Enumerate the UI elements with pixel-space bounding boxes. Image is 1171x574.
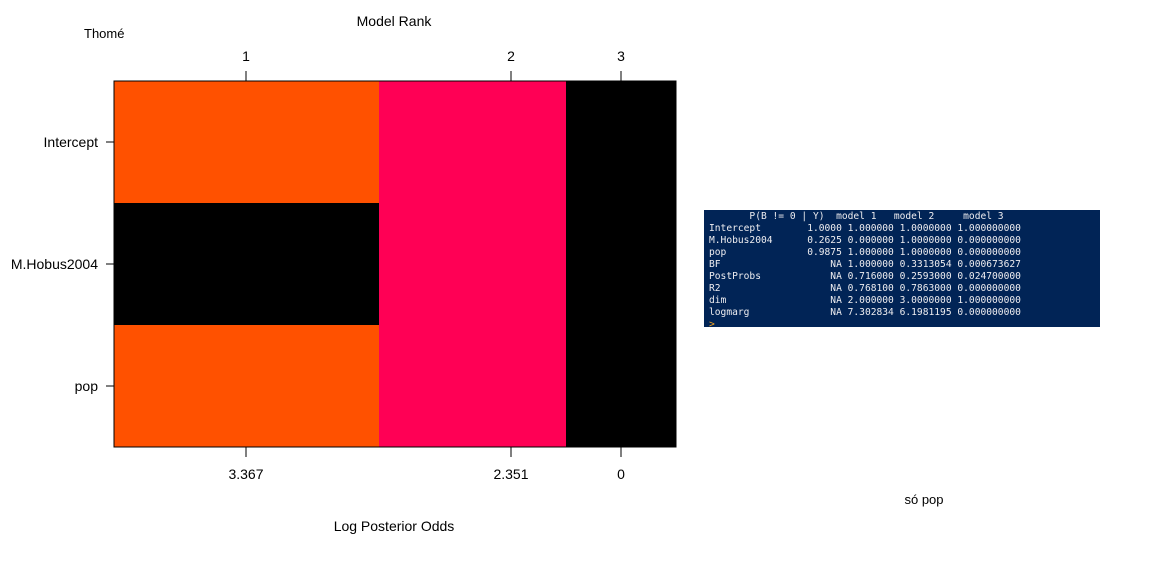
chart-title: Model Rank — [356, 13, 432, 29]
top-axis-tick-label: 2 — [507, 48, 515, 64]
console-row: dim NA 2.000000 3.0000000 1.000000000 — [709, 295, 1021, 306]
x-axis-title: Log Posterior Odds — [333, 518, 455, 534]
console-output: P(B != 0 | Y) model 1 model 2 model 3 In… — [704, 210, 1100, 327]
heatmap-cell — [379, 81, 566, 203]
console-row: logmarg NA 7.302834 6.1981195 0.00000000… — [709, 307, 1021, 318]
heatmap-cell — [379, 203, 566, 325]
top-axis-tick-label: 3 — [617, 48, 625, 64]
console-row: M.Hobus2004 0.2625 0.000000 1.0000000 0.… — [709, 235, 1021, 246]
heatmap-cell — [114, 325, 379, 447]
console-header: P(B != 0 | Y) model 1 model 2 model 3 — [709, 211, 1004, 222]
corner-label: Thomé — [84, 26, 125, 41]
bma-image-plot: 1 2 3 3.367 2.351 0 Intercept M.Hobus2004 pop — [11, 48, 677, 482]
heatmap-cell — [114, 203, 379, 325]
caption-text: só pop — [904, 492, 944, 507]
console-panel: P(B != 0 | Y) model 1 model 2 model 3 In… — [704, 210, 1100, 327]
y-axis-tick-label: Intercept — [44, 134, 99, 150]
bottom-axis-tick-label: 3.367 — [228, 466, 263, 482]
console-row: BF NA 1.000000 0.3313054 0.000673627 — [709, 259, 1021, 270]
plot-cells — [114, 81, 676, 447]
y-axis-tick-label: pop — [75, 378, 99, 394]
heatmap-cell — [379, 325, 566, 447]
console-prompt[interactable]: > — [709, 319, 715, 327]
console-row: R2 NA 0.768100 0.7863000 0.000000000 — [709, 283, 1021, 294]
top-axis-tick-label: 1 — [242, 48, 250, 64]
bottom-axis-tick-label: 2.351 — [493, 466, 528, 482]
heatmap-cell — [566, 325, 676, 447]
heatmap-cell — [566, 203, 676, 325]
heatmap-cell — [566, 81, 676, 203]
console-row: pop 0.9875 1.000000 1.0000000 0.00000000… — [709, 247, 1021, 258]
console-row: Intercept 1.0000 1.000000 1.0000000 1.00… — [709, 223, 1021, 234]
bottom-axis-tick-label: 0 — [617, 466, 625, 482]
plot-axes: 1 2 3 3.367 2.351 0 Intercept M.Hobus2004 pop — [11, 48, 625, 482]
y-axis-tick-label: M.Hobus2004 — [11, 256, 98, 272]
heatmap-cell — [114, 81, 379, 203]
console-row: PostProbs NA 0.716000 0.2593000 0.024700… — [709, 271, 1021, 282]
